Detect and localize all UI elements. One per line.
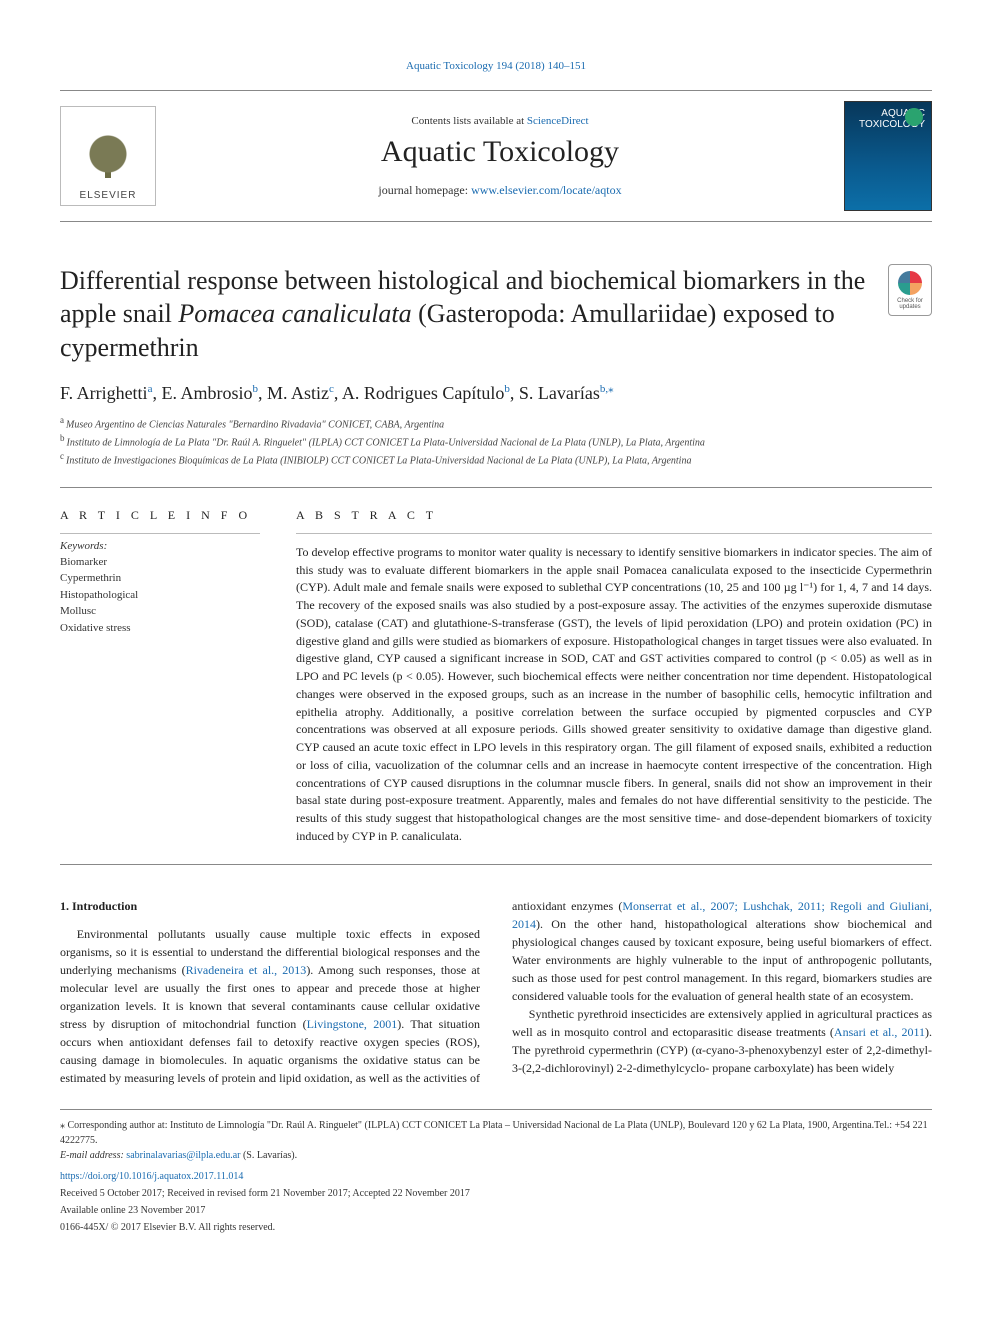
citation-link[interactable]: Monserrat et al., 2007; Lushchak, 2011; …	[512, 899, 932, 931]
abstract-body: To develop effective programs to monitor…	[296, 544, 932, 846]
keyword: Cypermethrin	[60, 570, 260, 587]
crossmark-line2: updates	[899, 304, 920, 310]
keyword: Mollusc	[60, 603, 260, 620]
author: F. Arrighettia	[60, 383, 152, 403]
info-abstract-row: A R T I C L E I N F O Keywords: Biomarke…	[60, 508, 932, 846]
doi-link[interactable]: https://doi.org/10.1016/j.aquatox.2017.1…	[60, 1169, 932, 1184]
elsevier-tree-icon	[78, 130, 138, 190]
corresponding-author-note: ⁎ Corresponding author at: Instituto de …	[60, 1118, 932, 1148]
intro-heading: 1. Introduction	[60, 897, 480, 915]
sciencedirect-link[interactable]: ScienceDirect	[527, 115, 589, 127]
journal-cover: AQUATIC TOXICOLOGY	[844, 101, 932, 211]
masthead-center: Contents lists available at ScienceDirec…	[174, 115, 826, 198]
title-row: Differential response between histologic…	[60, 264, 932, 364]
article-info-col: A R T I C L E I N F O Keywords: Biomarke…	[60, 508, 260, 846]
journal-reference: Aquatic Toxicology 194 (2018) 140–151	[60, 60, 932, 72]
cover-badge-icon	[905, 108, 923, 126]
affiliation-list: aMuseo Argentino de Ciencias Naturales "…	[60, 414, 932, 469]
author: E. Ambrosiob	[161, 383, 258, 403]
crossmark-button[interactable]: Check for updates	[888, 264, 932, 316]
masthead: ELSEVIER Contents lists available at Sci…	[60, 90, 932, 222]
rule-below-abstract	[60, 864, 932, 865]
author: M. Astizc	[267, 383, 334, 403]
elsevier-logo-text: ELSEVIER	[80, 190, 137, 201]
homepage-prefix: journal homepage:	[378, 183, 471, 197]
body-two-col: 1. Introduction Environmental pollutants…	[60, 897, 932, 1087]
elsevier-logo: ELSEVIER	[60, 106, 156, 206]
email-tail: (S. Lavarías).	[243, 1150, 297, 1161]
info-thin-rule	[60, 533, 260, 534]
affiliation: bInstituto de Limnología de La Plata "Dr…	[60, 432, 932, 450]
email-label: E-mail address:	[60, 1150, 126, 1161]
keyword: Oxidative stress	[60, 620, 260, 637]
journal-reference-link[interactable]: Aquatic Toxicology 194 (2018) 140–151	[406, 60, 586, 72]
article-title: Differential response between histologic…	[60, 264, 874, 364]
online-line: Available online 23 November 2017	[60, 1203, 932, 1218]
abstract-heading: A B S T R A C T	[296, 508, 932, 523]
crossmark-icon	[898, 271, 922, 295]
keywords-list: BiomarkerCypermethrinHistopathologicalMo…	[60, 554, 260, 637]
page: Aquatic Toxicology 194 (2018) 140–151 EL…	[0, 0, 992, 1275]
homepage-line: journal homepage: www.elsevier.com/locat…	[174, 183, 826, 198]
author: S. Lavaríasb,⁎	[519, 383, 614, 403]
affiliation: cInstituto de Investigaciones Bioquímica…	[60, 450, 932, 468]
journal-name: Aquatic Toxicology	[174, 135, 826, 169]
author-list: F. Arrighettia, E. Ambrosiob, M. Astizc,…	[60, 382, 932, 404]
contents-line: Contents lists available at ScienceDirec…	[174, 115, 826, 127]
citation-link[interactable]: Livingstone, 2001	[307, 1017, 398, 1031]
contents-prefix: Contents lists available at	[411, 115, 526, 127]
footnotes: ⁎ Corresponding author at: Instituto de …	[60, 1109, 932, 1235]
abstract-thin-rule	[296, 533, 932, 534]
email-link[interactable]: sabrinalavarias@ilpla.edu.ar	[126, 1150, 240, 1161]
citation-link[interactable]: Ansari et al., 2011	[834, 1025, 925, 1039]
history-line: Received 5 October 2017; Received in rev…	[60, 1186, 932, 1201]
copyright-line: 0166-445X/ © 2017 Elsevier B.V. All righ…	[60, 1220, 932, 1235]
affiliation: aMuseo Argentino de Ciencias Naturales "…	[60, 414, 932, 432]
keywords-label: Keywords:	[60, 540, 260, 552]
keyword: Biomarker	[60, 554, 260, 571]
rule-above-info	[60, 487, 932, 488]
email-line: E-mail address: sabrinalavarias@ilpla.ed…	[60, 1148, 932, 1163]
abstract-col: A B S T R A C T To develop effective pro…	[296, 508, 932, 846]
author: A. Rodrigues Capítulob	[342, 383, 510, 403]
article-info-heading: A R T I C L E I N F O	[60, 508, 260, 523]
keyword: Histopathological	[60, 587, 260, 604]
title-italic: Pomacea canaliculata	[178, 299, 411, 328]
citation-link[interactable]: Rivadeneira et al., 2013	[186, 963, 307, 977]
homepage-link[interactable]: www.elsevier.com/locate/aqtox	[471, 183, 622, 197]
intro-paragraph: Synthetic pyrethroid insecticides are ex…	[512, 1005, 932, 1077]
